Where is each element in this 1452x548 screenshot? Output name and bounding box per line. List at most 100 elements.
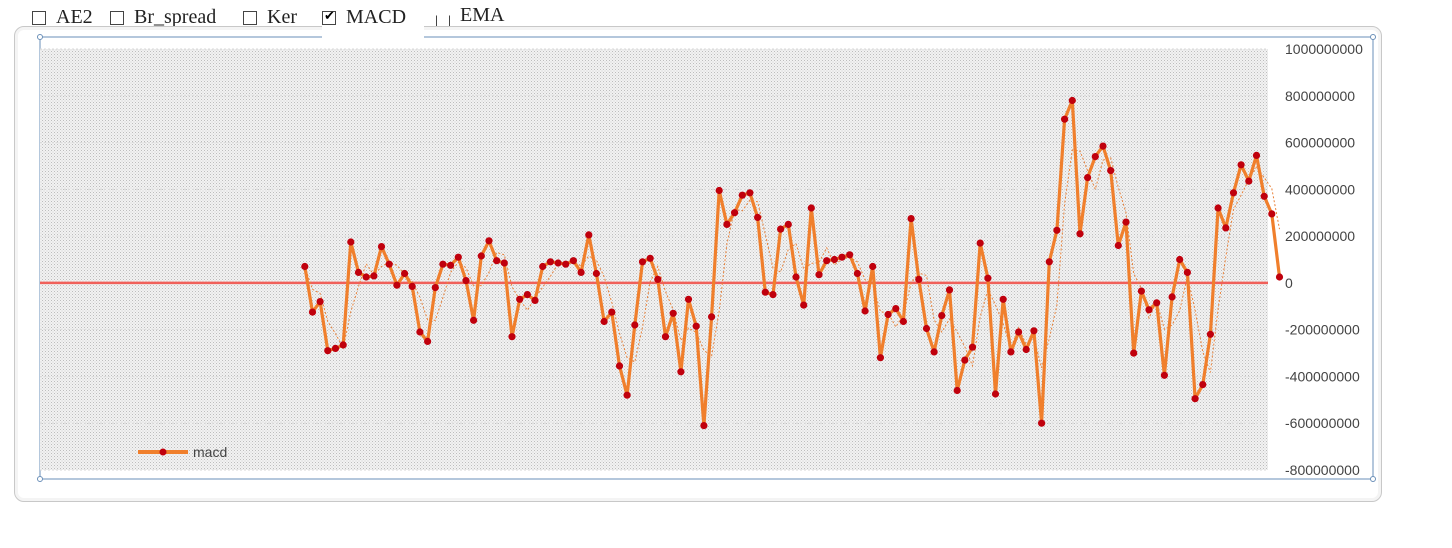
data-point[interactable]: [339, 341, 347, 349]
data-point[interactable]: [1030, 327, 1038, 335]
data-point[interactable]: [861, 307, 869, 315]
data-point[interactable]: [592, 269, 601, 278]
data-point[interactable]: [715, 186, 723, 195]
data-point[interactable]: [1130, 349, 1138, 357]
data-point[interactable]: [493, 257, 501, 265]
data-point[interactable]: [769, 291, 777, 299]
data-point[interactable]: [1099, 142, 1107, 150]
data-point[interactable]: [723, 220, 731, 228]
data-point[interactable]: [554, 259, 562, 267]
data-point[interactable]: [907, 215, 915, 223]
data-point[interactable]: [1137, 287, 1145, 295]
data-point[interactable]: [331, 344, 340, 352]
data-point[interactable]: [1252, 151, 1261, 159]
data-point[interactable]: [462, 277, 470, 285]
data-point[interactable]: [800, 301, 808, 309]
data-point[interactable]: [1229, 189, 1238, 197]
data-point[interactable]: [1145, 306, 1153, 314]
data-point[interactable]: [431, 284, 439, 292]
data-point[interactable]: [1045, 258, 1053, 266]
data-point[interactable]: [884, 310, 892, 319]
data-point[interactable]: [531, 296, 539, 304]
data-point[interactable]: [600, 317, 608, 326]
data-point[interactable]: [508, 333, 516, 341]
data-point[interactable]: [1061, 115, 1069, 123]
data-point[interactable]: [815, 271, 823, 279]
data-point[interactable]: [784, 220, 792, 228]
data-point[interactable]: [976, 239, 984, 247]
data-point[interactable]: [1038, 419, 1046, 427]
data-point[interactable]: [1091, 153, 1099, 161]
data-point[interactable]: [792, 273, 800, 281]
data-point[interactable]: [1107, 167, 1115, 175]
data-point[interactable]: [516, 295, 524, 303]
data-point[interactable]: [915, 275, 923, 283]
data-point[interactable]: [1015, 328, 1023, 336]
data-point[interactable]: [485, 237, 493, 245]
data-point[interactable]: [853, 269, 862, 278]
data-point[interactable]: [708, 313, 716, 321]
data-point[interactable]: [562, 260, 570, 268]
data-point[interactable]: [608, 308, 616, 316]
checkbox-icon[interactable]: [243, 10, 257, 25]
data-point[interactable]: [1222, 224, 1230, 232]
data-point[interactable]: [1053, 226, 1061, 234]
toggle-ker[interactable]: Ker: [243, 6, 297, 29]
data-point[interactable]: [1191, 395, 1199, 403]
data-point[interactable]: [1275, 273, 1284, 281]
data-point[interactable]: [1160, 371, 1168, 379]
data-point[interactable]: [470, 316, 478, 324]
data-point[interactable]: [876, 354, 885, 362]
data-point[interactable]: [669, 309, 677, 317]
data-point[interactable]: [692, 322, 700, 330]
data-point[interactable]: [301, 262, 309, 271]
data-point[interactable]: [638, 258, 647, 266]
data-point[interactable]: [646, 254, 654, 262]
data-point[interactable]: [385, 260, 393, 268]
data-point[interactable]: [1022, 345, 1030, 354]
data-point[interactable]: [738, 191, 746, 199]
data-point[interactable]: [1245, 177, 1253, 185]
data-point[interactable]: [892, 305, 900, 313]
data-point[interactable]: [961, 356, 969, 364]
data-point[interactable]: [1183, 268, 1191, 276]
data-point[interactable]: [477, 252, 485, 260]
data-point[interactable]: [316, 298, 324, 306]
data-point[interactable]: [546, 258, 555, 266]
data-point[interactable]: [677, 368, 685, 376]
data-point[interactable]: [761, 288, 769, 296]
data-point[interactable]: [654, 275, 662, 283]
data-point[interactable]: [1076, 230, 1084, 238]
data-point[interactable]: [623, 391, 631, 399]
data-point[interactable]: [1114, 241, 1122, 250]
data-point[interactable]: [1084, 174, 1092, 182]
toggle-br-spread[interactable]: Br_spread: [110, 6, 216, 29]
checkbox-checked-icon[interactable]: [322, 9, 336, 25]
data-point[interactable]: [1199, 381, 1207, 389]
data-point[interactable]: [731, 209, 739, 217]
data-point[interactable]: [846, 251, 854, 259]
data-point[interactable]: [1068, 96, 1076, 105]
data-point[interactable]: [454, 253, 462, 261]
data-point[interactable]: [569, 257, 578, 265]
data-point[interactable]: [869, 262, 877, 271]
data-point[interactable]: [1214, 204, 1222, 212]
data-point[interactable]: [684, 295, 693, 303]
data-point[interactable]: [938, 312, 946, 320]
data-point[interactable]: [585, 231, 593, 239]
data-point[interactable]: [661, 333, 670, 341]
data-point[interactable]: [539, 262, 547, 271]
data-point[interactable]: [754, 213, 762, 221]
data-point[interactable]: [393, 281, 401, 289]
data-point[interactable]: [700, 422, 708, 430]
resize-handle[interactable]: [37, 476, 43, 482]
data-point[interactable]: [823, 257, 831, 265]
data-point[interactable]: [447, 261, 455, 269]
data-point[interactable]: [953, 386, 961, 395]
data-point[interactable]: [362, 273, 370, 281]
data-point[interactable]: [416, 328, 424, 336]
data-point[interactable]: [968, 343, 977, 351]
data-point[interactable]: [999, 295, 1007, 303]
data-point[interactable]: [347, 238, 355, 246]
data-point[interactable]: [1168, 293, 1176, 301]
